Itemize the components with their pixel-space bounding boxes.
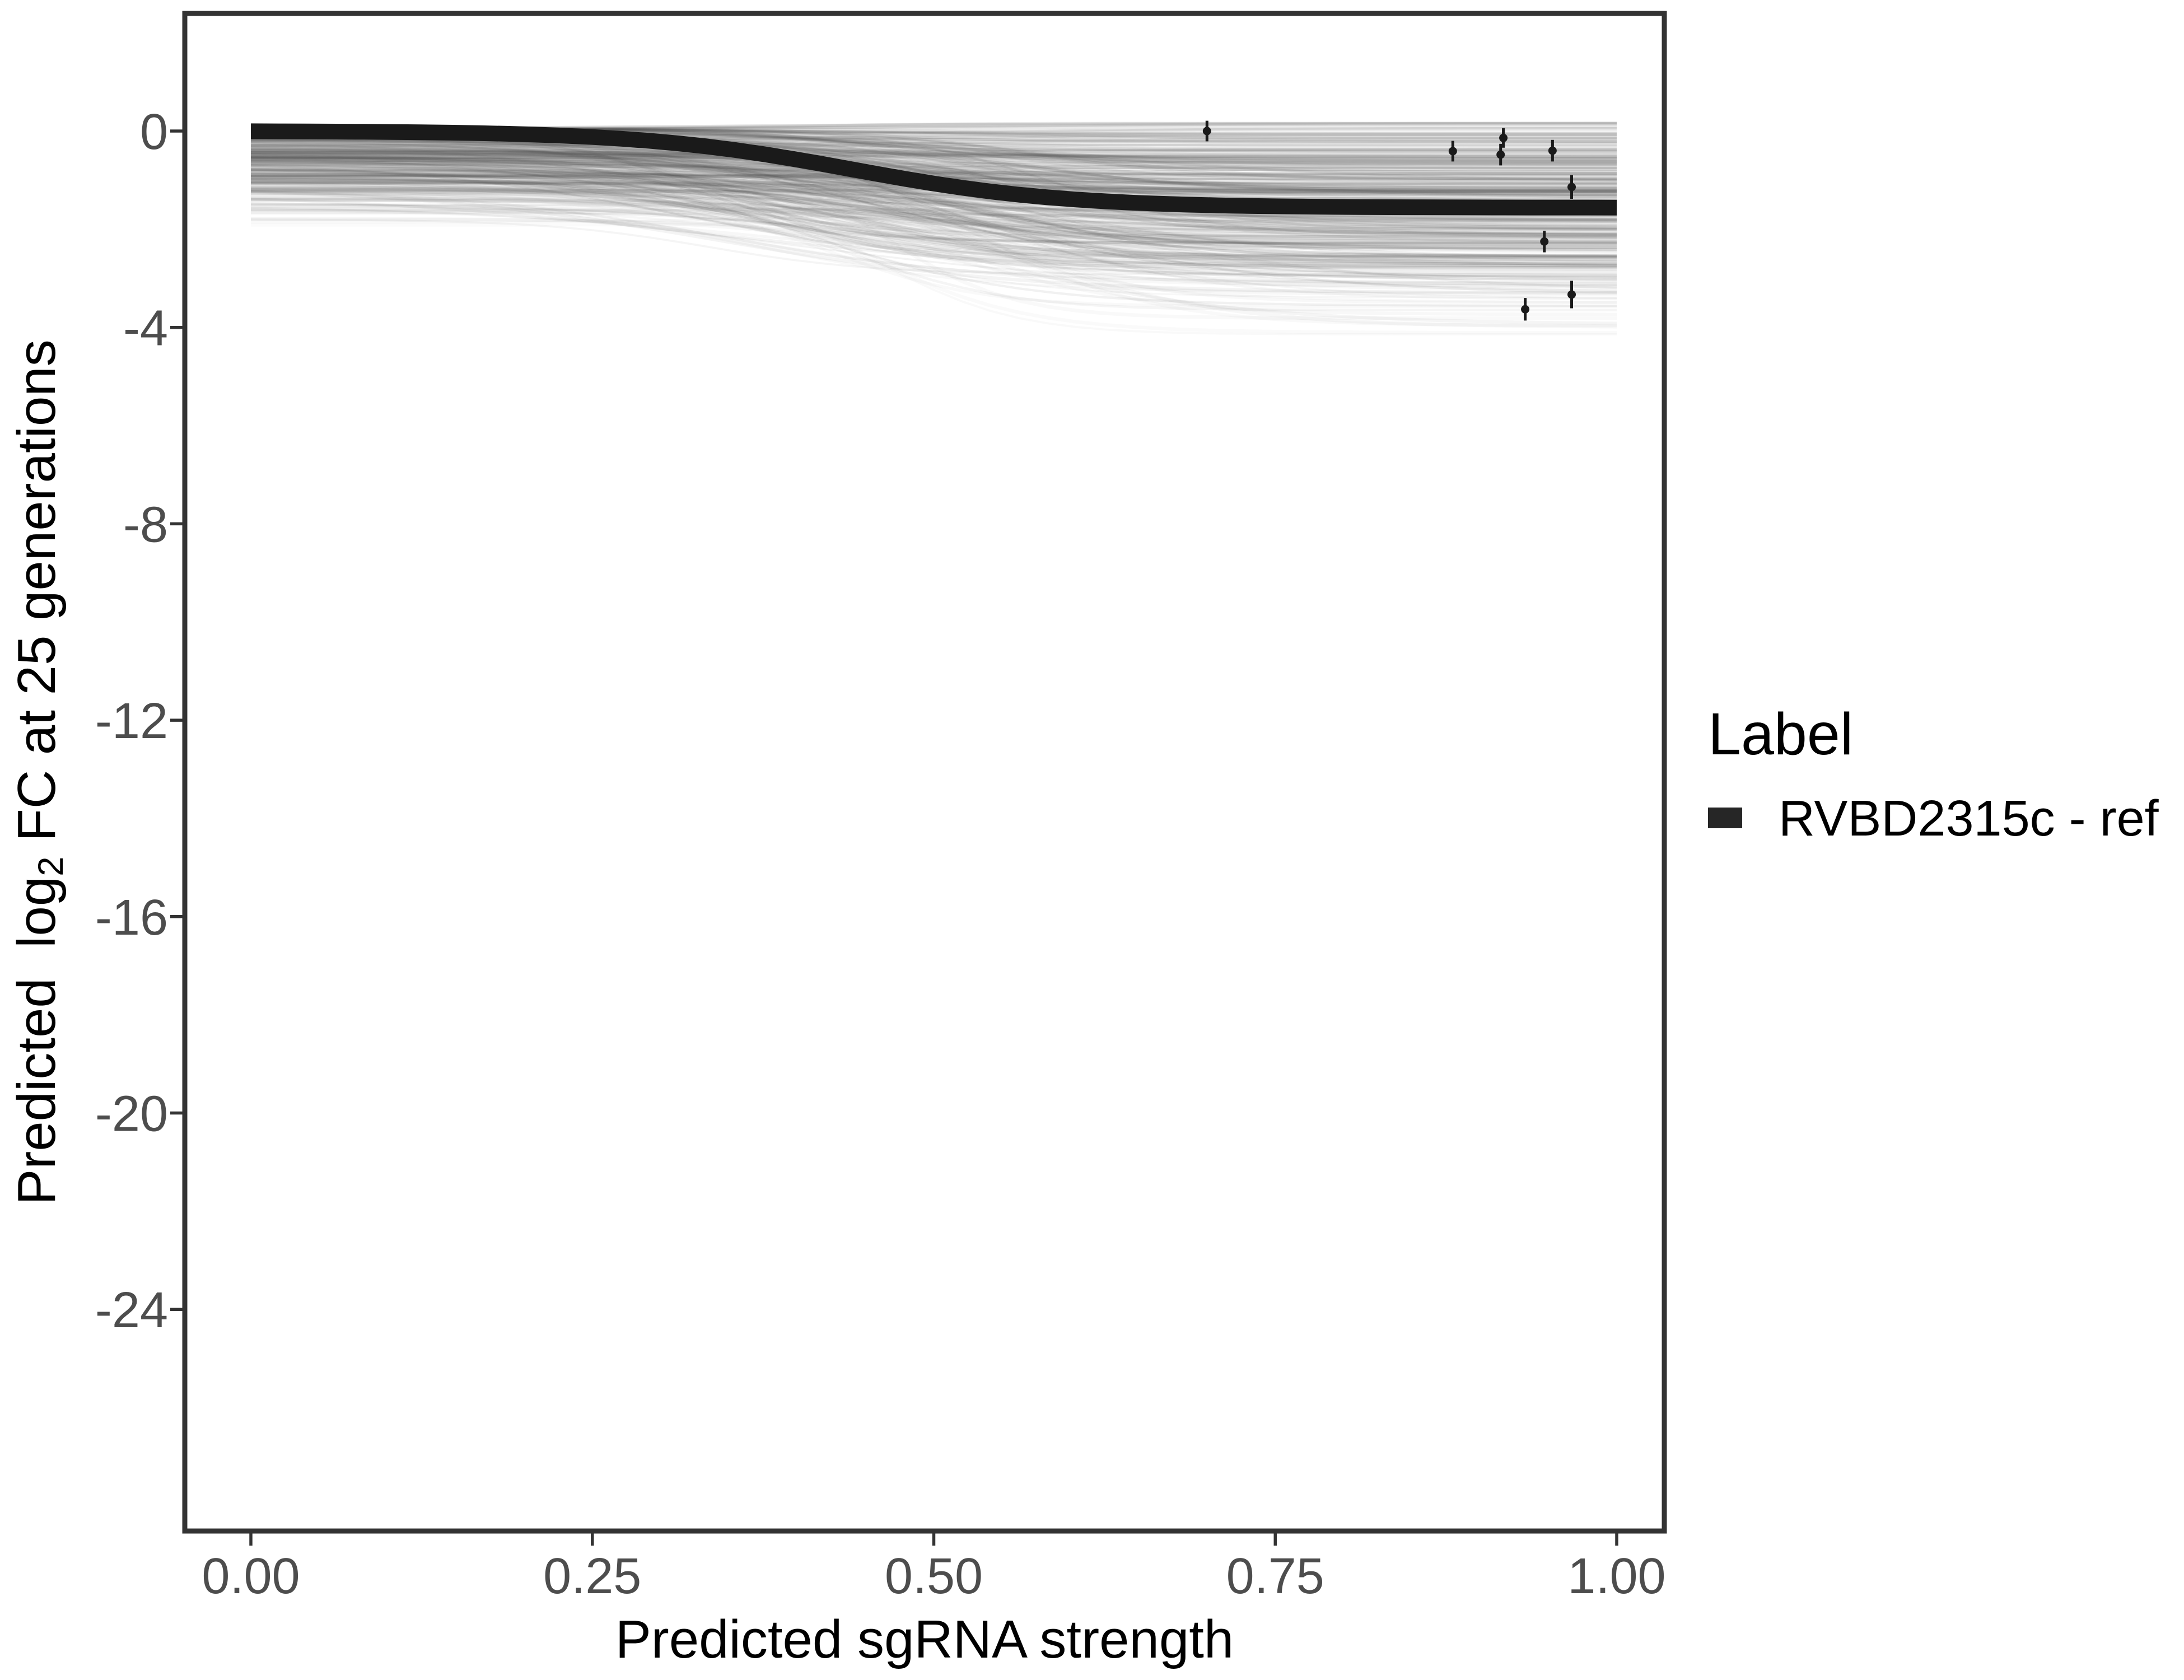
posterior-draws-band	[250, 122, 1617, 329]
axis-tick-labels: 0.00 0.25 0.50 0.75 1.00 0 -4 -8 -12 -16 -20 -24	[95, 104, 1666, 1604]
y-axis-title: Predicted log2 FC at 25 generations	[7, 13, 71, 1531]
legend-entry-label: RVBD2315c - ref	[1779, 791, 2159, 847]
panel-border	[182, 11, 1667, 1534]
y-axis-title-text: Predicted log	[7, 876, 67, 1205]
legend-title: Label	[1708, 701, 1854, 767]
y-tick-label: -4	[123, 301, 168, 357]
x-tick-label: 0.00	[202, 1548, 300, 1604]
point-marker	[1448, 147, 1457, 156]
y-tick-label: -12	[95, 693, 168, 749]
axis-ticks	[170, 129, 1618, 1546]
legend: Label RVBD2315c - ref	[1708, 704, 2159, 844]
point-range	[1202, 120, 1211, 142]
point-range	[1567, 281, 1576, 309]
y-tick-label: -20	[95, 1086, 168, 1142]
x-tick-label: 0.75	[1226, 1548, 1324, 1604]
point-marker	[1202, 127, 1211, 136]
legend-key-swatch	[1708, 808, 1742, 828]
data-points	[1202, 120, 1576, 321]
point-range	[1496, 143, 1505, 166]
reference-curve	[250, 123, 1617, 216]
x-axis-title: Predicted sgRNA strength	[615, 1609, 1234, 1669]
point-marker	[1496, 150, 1505, 159]
point-range	[1521, 298, 1530, 321]
point-marker	[1540, 237, 1549, 246]
point-range	[1448, 141, 1457, 162]
y-axis-title-subscript: 2	[31, 856, 71, 876]
legend-entry: RVBD2315c - ref	[1708, 793, 2159, 844]
point-marker	[1499, 133, 1508, 142]
y-axis-title-text-2: FC at 25 generations	[7, 339, 67, 857]
y-tick-label: -16	[95, 890, 168, 946]
y-tick-label: -8	[123, 497, 168, 553]
point-range	[1567, 175, 1576, 199]
y-tick-label: 0	[140, 104, 168, 160]
point-range	[1548, 139, 1557, 162]
x-tick-label: 0.50	[885, 1548, 983, 1604]
point-marker	[1567, 290, 1576, 299]
x-tick-label: 0.25	[543, 1548, 641, 1604]
x-tick-label: 1.00	[1567, 1548, 1665, 1604]
point-range	[1499, 128, 1508, 148]
point-marker	[1521, 305, 1530, 314]
point-range	[1540, 230, 1549, 253]
point-marker	[1548, 146, 1557, 155]
y-tick-label: -24	[95, 1282, 168, 1338]
point-marker	[1567, 183, 1576, 192]
